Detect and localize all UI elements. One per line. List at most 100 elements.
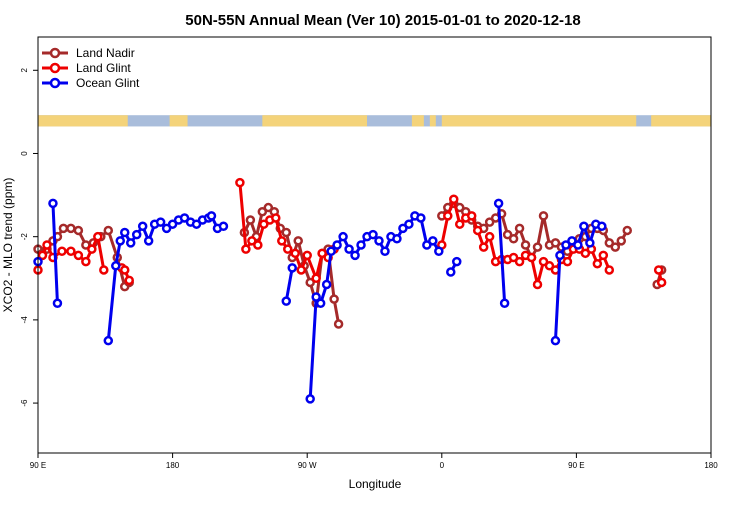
legend-item-land-nadir: Land Nadir: [42, 46, 135, 60]
land-band: [651, 115, 711, 127]
data-point-land-glint: [484, 231, 495, 242]
data-point-ocean-glint: [356, 240, 366, 250]
data-point-ocean-glint: [350, 250, 360, 261]
data-point-ocean-glint: [416, 213, 426, 223]
data-point-ocean-glint: [561, 240, 571, 250]
data-point-land-nadir: [622, 225, 632, 236]
data-point-land-nadir: [520, 240, 531, 250]
data-point-land-glint: [302, 250, 312, 261]
data-point-ocean-glint: [281, 296, 292, 306]
data-point-land-glint: [42, 240, 52, 250]
series-line-ocean-glint: [284, 267, 294, 302]
data-point-ocean-glint: [218, 221, 229, 232]
data-point-ocean-glint: [374, 236, 384, 246]
legend-label: Land Glint: [76, 61, 131, 75]
legend-item-land-glint: Land Glint: [42, 61, 131, 75]
data-point-land-glint: [87, 244, 97, 254]
data-point-land-nadir: [508, 234, 519, 244]
data-point-land-glint: [259, 219, 269, 229]
data-point-ocean-glint: [555, 250, 565, 261]
data-point-ocean-glint: [404, 219, 414, 229]
series-layer: [33, 177, 667, 404]
data-point-land-nadir: [263, 202, 274, 213]
y-tick-label: -2: [20, 233, 29, 241]
data-point-ocean-glint: [131, 229, 142, 240]
data-point-land-glint: [454, 219, 465, 229]
data-point-ocean-glint: [287, 263, 297, 273]
data-point-land-glint: [271, 213, 281, 223]
data-point-land-nadir: [550, 238, 561, 248]
data-point-ocean-glint: [579, 221, 589, 232]
data-point-ocean-glint: [567, 236, 577, 246]
x-axis-label: Longitude: [349, 477, 402, 491]
data-point-ocean-glint: [428, 236, 438, 246]
land-band: [429, 115, 436, 127]
data-point-ocean-glint: [398, 223, 408, 234]
data-point-land-nadir: [538, 211, 549, 221]
land-band: [38, 115, 128, 127]
data-point-ocean-glint: [179, 213, 190, 223]
data-point-ocean-glint: [573, 240, 583, 250]
data-point-ocean-glint: [125, 238, 136, 248]
data-point-land-glint: [253, 240, 263, 250]
data-point-land-glint: [544, 261, 555, 271]
data-point-land-glint: [472, 225, 483, 236]
data-point-land-glint: [514, 256, 525, 267]
x-tick-label: 0: [440, 461, 445, 470]
ocean-band: [38, 115, 711, 127]
data-point-land-glint: [247, 236, 257, 246]
data-point-ocean-glint: [434, 246, 444, 256]
land-band: [262, 115, 368, 127]
data-point-land-nadir: [484, 217, 495, 227]
land-band: [441, 115, 637, 127]
land-band: [169, 115, 188, 127]
data-point-land-glint: [466, 211, 477, 221]
data-point-land-glint: [526, 252, 537, 263]
data-point-ocean-glint: [585, 238, 595, 248]
data-point-land-glint: [57, 246, 67, 256]
data-point-land-glint: [449, 194, 459, 204]
data-point-land-glint: [592, 258, 603, 269]
data-point-land-nadir: [66, 223, 76, 234]
x-axis: 90 E 180 90 W 0 90 E 180: [30, 453, 718, 470]
data-point-land-glint: [37, 250, 48, 261]
data-point-ocean-glint: [493, 198, 504, 209]
data-point-land-glint: [653, 265, 664, 275]
data-point-land-glint: [656, 277, 667, 288]
data-point-land-glint: [66, 246, 76, 256]
data-point-land-nadir: [610, 242, 621, 252]
data-point-land-nadir: [604, 238, 615, 248]
legend-item-ocean-glint: Ocean Glint: [42, 76, 140, 90]
data-point-land-glint: [99, 265, 109, 275]
data-point-land-nadir: [58, 223, 69, 234]
data-point-ocean-glint: [344, 244, 354, 254]
data-point-land-glint: [73, 250, 84, 261]
data-point-ocean-glint: [103, 335, 114, 346]
data-point-ocean-glint: [326, 246, 336, 256]
data-point-ocean-glint: [315, 298, 326, 308]
legend-label: Ocean Glint: [76, 76, 140, 90]
plot-frame: [37, 36, 712, 454]
y-axis-label: XCO2 - MLO trend (ppm): [1, 178, 15, 313]
data-point-land-glint: [317, 248, 327, 259]
data-point-ocean-glint: [332, 240, 342, 250]
y-tick-label: -4: [20, 316, 29, 324]
data-point-ocean-glint: [167, 219, 178, 229]
data-point-ocean-glint: [597, 221, 607, 232]
data-point-ocean-glint: [499, 298, 510, 308]
data-point-land-nadir: [103, 225, 114, 236]
data-point-ocean-glint: [550, 335, 561, 346]
data-point-ocean-glint: [305, 394, 315, 404]
x-tick-label: 90 W: [298, 461, 317, 470]
land-band: [411, 115, 424, 127]
data-point-land-nadir: [329, 294, 339, 304]
x-tick-label: 90 E: [30, 461, 46, 470]
data-point-land-nadir: [333, 319, 344, 329]
data-point-ocean-glint: [52, 298, 63, 308]
data-point-ocean-glint: [111, 261, 121, 271]
data-point-land-glint: [290, 248, 300, 259]
data-point-land-glint: [532, 279, 543, 290]
data-point-land-nadir: [293, 236, 303, 246]
